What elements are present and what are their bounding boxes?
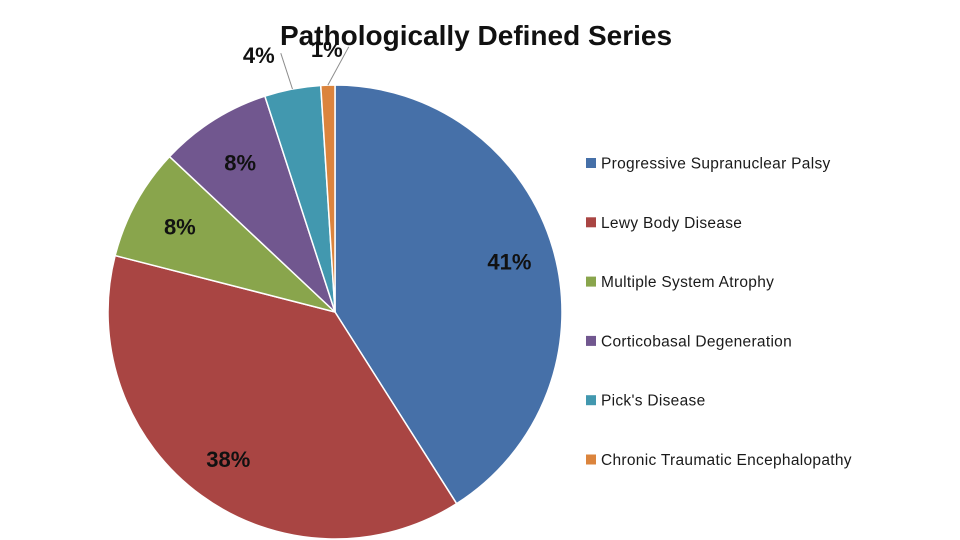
legend-label: Corticobasal Degeneration [601, 333, 792, 350]
legend-item-corticobasal-degeneration: Corticobasal Degeneration [586, 333, 792, 350]
data-label-chronic-traumatic-encephalopathy: 1% [311, 37, 343, 62]
data-label-corticobasal-degeneration: 8% [224, 151, 256, 176]
legend-swatch [586, 395, 596, 406]
pie-slice-multiple-system-atrophy [114, 155, 336, 313]
legend-label: Lewy Body Disease [601, 215, 742, 232]
data-label-pick-s-disease: 4% [243, 43, 275, 68]
pie-slice-progressive-supranuclear-palsy [334, 84, 563, 505]
legend-label: Multiple System Atrophy [601, 274, 774, 291]
data-label-multiple-system-atrophy: 8% [164, 215, 196, 240]
legend-swatch [586, 217, 596, 228]
legend-item-chronic-traumatic-encephalopathy: Chronic Traumatic Encephalopathy [586, 452, 852, 469]
data-label-lewy-body-disease: 38% [206, 447, 250, 472]
legend-item-pick-s-disease: Pick's Disease [586, 393, 706, 410]
legend: Progressive Supranuclear Palsy Lewy Body … [586, 156, 852, 469]
legend-item-multiple-system-atrophy: Multiple System Atrophy [586, 274, 774, 291]
data-labels: 41% 38% 8% 8% 4% 1% [164, 37, 531, 472]
legend-label: Pick's Disease [601, 393, 706, 410]
legend-swatch [586, 158, 596, 168]
legend-label: Progressive Supranuclear Palsy [601, 156, 831, 173]
data-label-progressive-supranuclear-palsy: 41% [487, 249, 531, 274]
leader-lines [280, 46, 350, 90]
leader-line-pick-s-disease [280, 53, 293, 90]
chart-title: Pathologically Defined Series [280, 20, 672, 51]
pie-slices [107, 84, 563, 540]
leader-line-chronic-traumatic-encephalopathy [327, 46, 350, 86]
pie-slice-corticobasal-degeneration [168, 95, 336, 313]
legend-swatch [586, 335, 596, 346]
legend-label: Chronic Traumatic Encephalopathy [601, 452, 852, 469]
pie-slice-lewy-body-disease [107, 254, 458, 540]
legend-item-lewy-body-disease: Lewy Body Disease [586, 215, 742, 232]
legend-swatch [586, 276, 596, 287]
legend-item-progressive-supranuclear-palsy: Progressive Supranuclear Palsy [586, 156, 831, 173]
legend-swatch [586, 454, 596, 465]
